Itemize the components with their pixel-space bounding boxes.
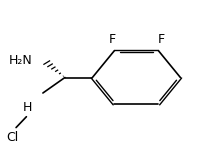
Text: H₂N: H₂N [9, 54, 33, 67]
Text: H: H [23, 101, 32, 114]
Text: F: F [158, 33, 165, 46]
Text: F: F [109, 33, 116, 46]
Text: Cl: Cl [6, 131, 18, 144]
